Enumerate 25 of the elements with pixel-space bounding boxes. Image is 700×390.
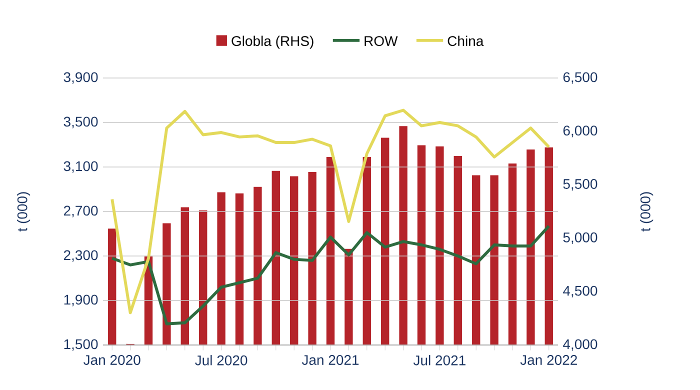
x-tick-label: Jan 2020 [84,355,140,365]
x-tick-label: Jul 2020 [195,355,248,366]
x-tick-label: Jul 2021 [413,355,466,366]
y-tick-label: 1,500 [64,339,98,351]
y-tick-label: 1,900 [64,294,98,306]
legend-label: ROW [364,36,398,46]
y-tick-label: 3,500 [64,116,98,128]
y2-tick-label: 4,000 [563,339,598,351]
x-tick-label: Jan 2022 [520,355,577,365]
x-tick-label: Jan 2021 [302,355,359,365]
y2-tick-label: 6,500 [563,72,598,84]
line-series [110,224,550,326]
y2-tick-label: 5,500 [563,179,598,191]
legend-label: Globla (RHS) [232,36,314,49]
y-tick-label: 2,300 [64,250,98,262]
legend-label: China [448,36,484,46]
y2-tick-label: 4,500 [563,286,598,298]
y2-tick-label: 6,000 [563,126,598,138]
y-tick-label: 3,100 [64,161,98,173]
y2-tick-label: 5,000 [563,232,598,244]
y-tick-label: 3,900 [64,72,98,84]
y2-axis-title: t (000) [640,192,654,232]
line-series [110,108,550,314]
y-axis-title: t (000) [17,192,30,232]
y-tick-label: 2,700 [64,206,98,218]
